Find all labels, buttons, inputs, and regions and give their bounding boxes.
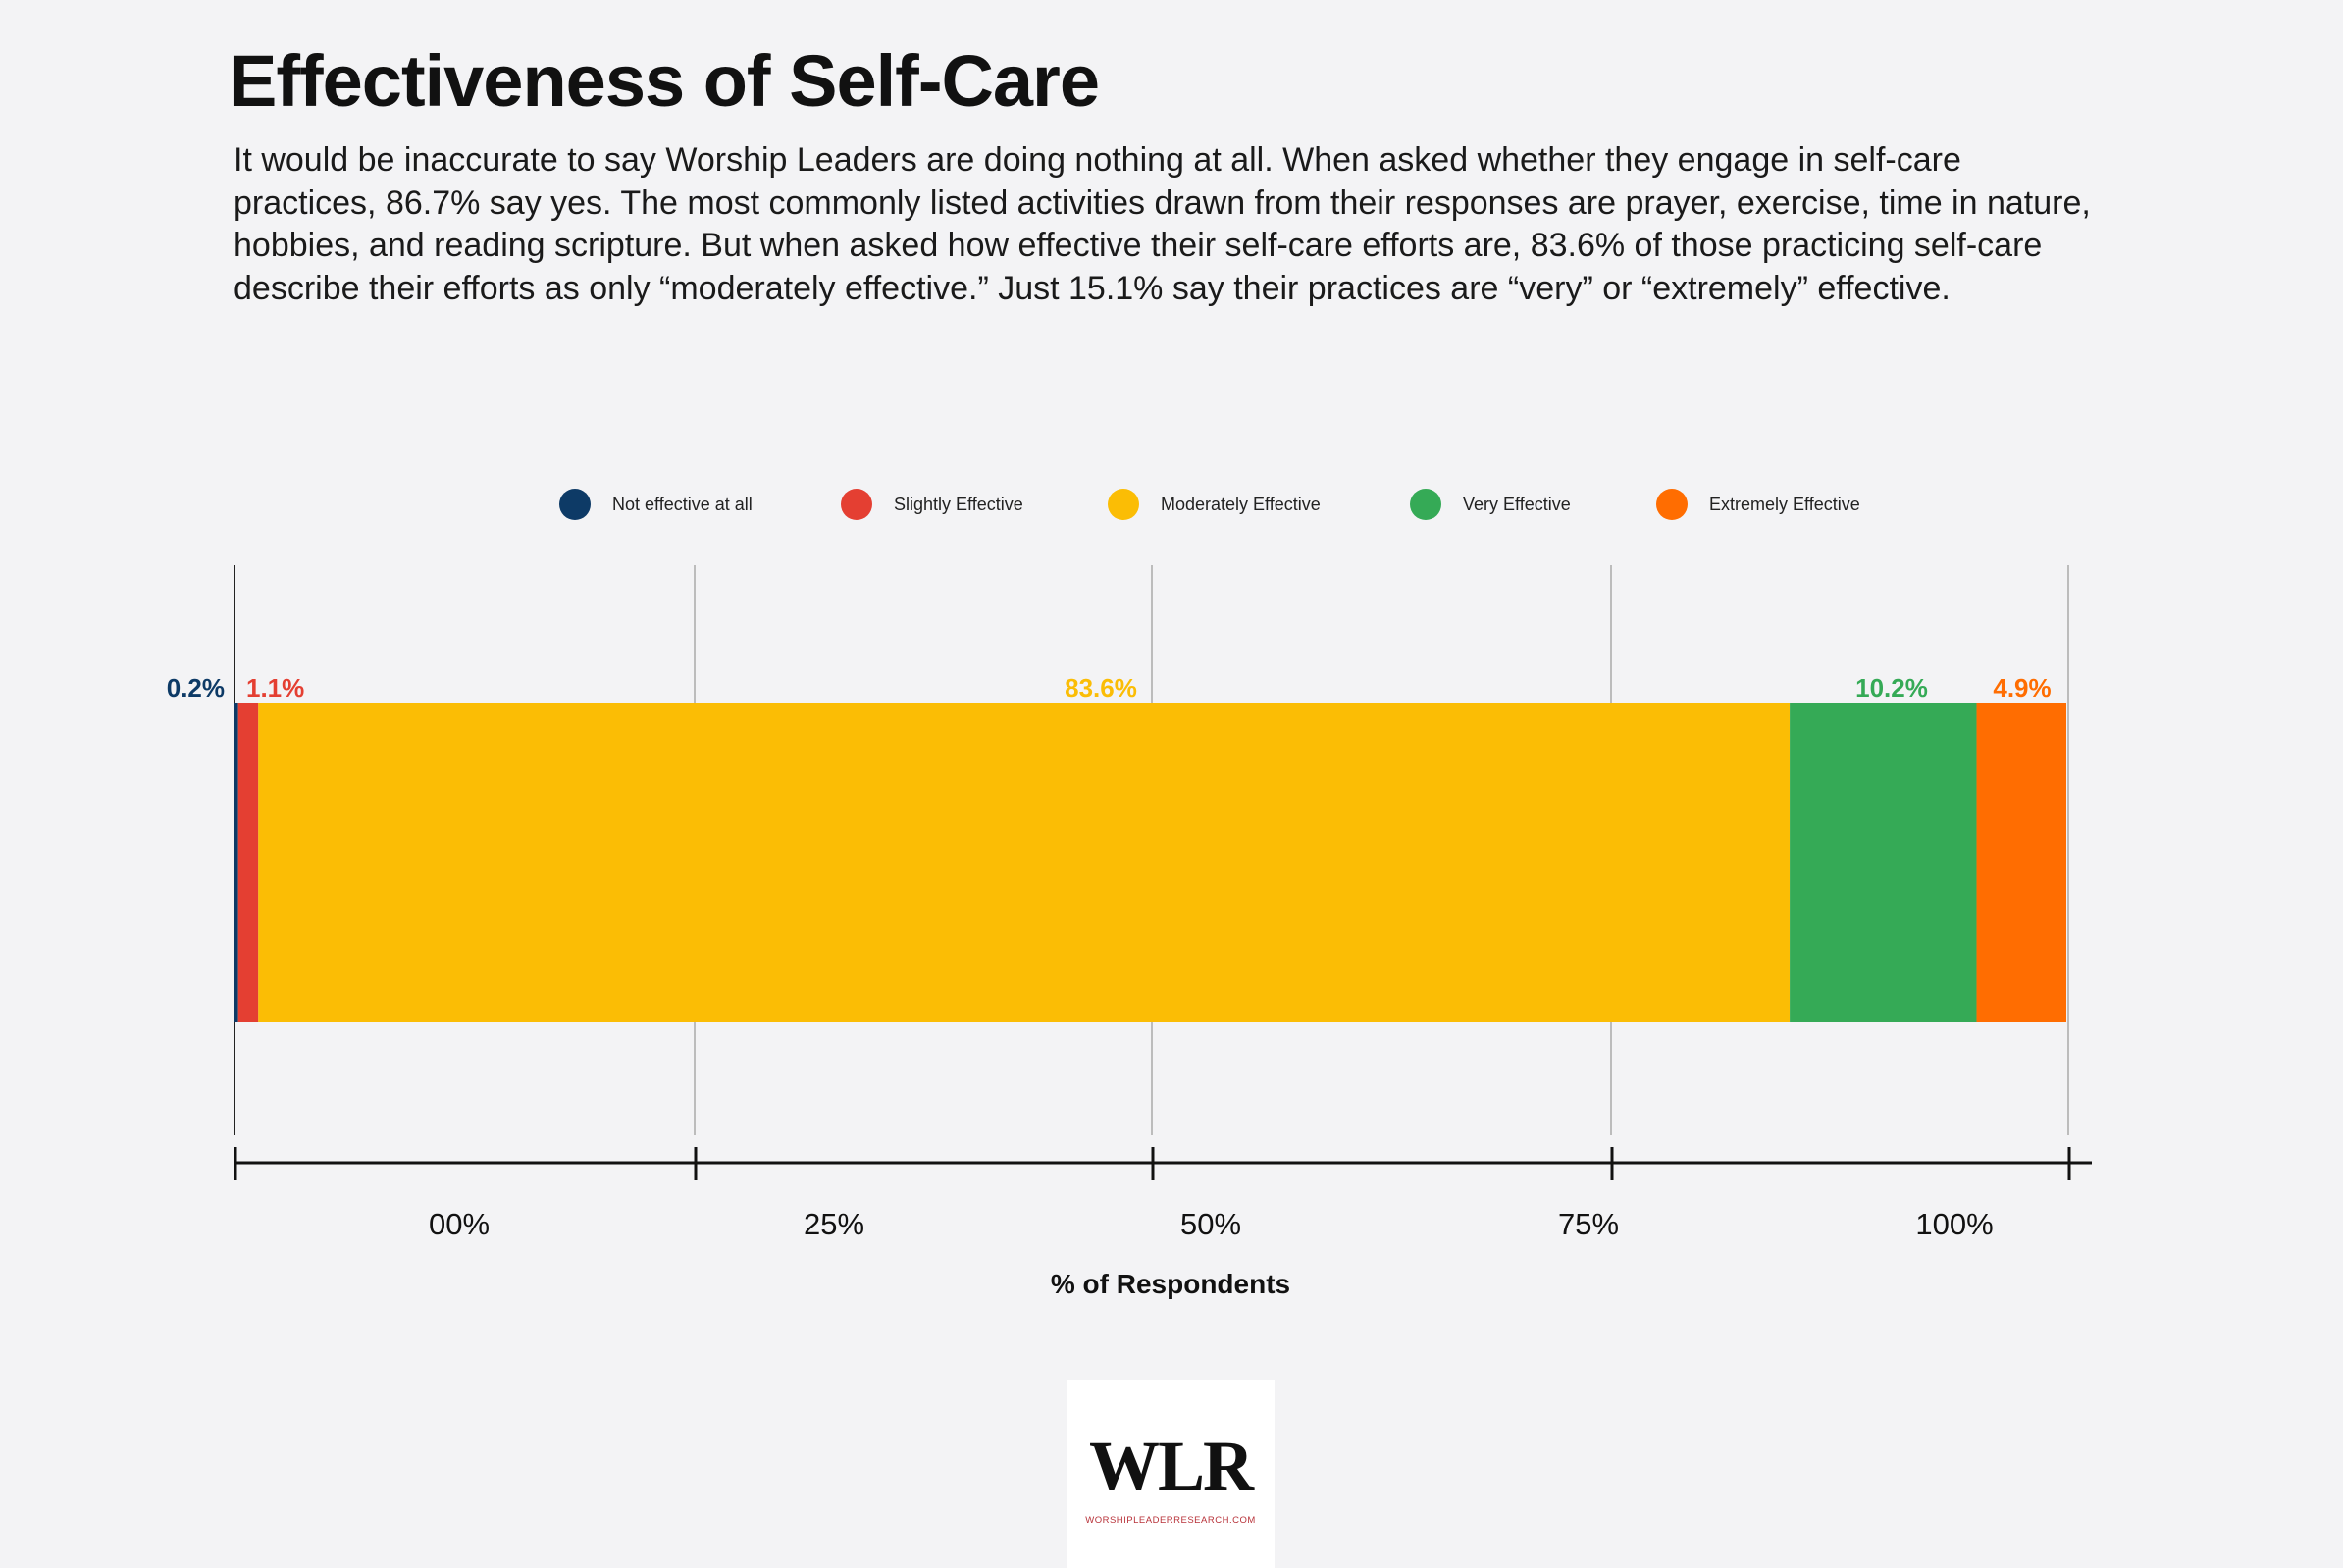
legend-label: Very Effective — [1463, 494, 1571, 514]
legend-item: Extremely Effective — [1656, 489, 1860, 520]
legend-label: Not effective at all — [612, 494, 753, 514]
legend-item: Moderately Effective — [1108, 489, 1321, 520]
logo-url: WORSHIPLEADERRESEARCH.COM — [1085, 1515, 1256, 1526]
x-tick-label: 50% — [1180, 1207, 1241, 1241]
legend-swatch — [841, 489, 872, 520]
x-tick-label: 00% — [429, 1207, 490, 1241]
x-axis-title: % of Respondents — [1051, 1269, 1290, 1299]
legend-label: Extremely Effective — [1709, 494, 1860, 514]
legend-swatch — [1410, 489, 1441, 520]
x-tick-label: 75% — [1558, 1207, 1619, 1241]
data-label: 1.1% — [246, 673, 304, 703]
legend-swatch — [559, 489, 591, 520]
data-label: 83.6% — [1065, 673, 1137, 703]
bar-segment — [1790, 703, 1977, 1022]
bar-segment — [1976, 703, 2066, 1022]
chart: 0.2% 1.1% 83.6% 10.2% 4.9% 00% 25% 50% 75% 100% % … — [167, 565, 2092, 1299]
legend-label: Moderately Effective — [1161, 494, 1321, 514]
legend-item: Very Effective — [1410, 489, 1571, 520]
data-label: 10.2% — [1855, 673, 1928, 703]
chart-title: Effectiveness of Self-Care — [229, 40, 1100, 122]
legend-swatch — [1656, 489, 1688, 520]
x-tick-label: 25% — [804, 1207, 864, 1241]
chart-description: It would be inaccurate to say Worship Le… — [234, 141, 2091, 307]
legend-swatch — [1108, 489, 1139, 520]
legend-item: Not effective at all — [559, 489, 753, 520]
logo-wordmark: WLR — [1088, 1427, 1254, 1505]
x-tick-label: 100% — [1915, 1207, 1993, 1241]
data-label: 4.9% — [1993, 673, 2051, 703]
legend-item: Slightly Effective — [841, 489, 1023, 520]
legend-label: Slightly Effective — [894, 494, 1023, 514]
data-label: 0.2% — [167, 673, 225, 703]
bar-segment — [234, 703, 238, 1022]
bar-segment — [258, 703, 1791, 1022]
wlr-logo: WLR WORSHIPLEADERRESEARCH.COM — [1067, 1380, 1275, 1568]
bar-segment — [237, 703, 259, 1022]
